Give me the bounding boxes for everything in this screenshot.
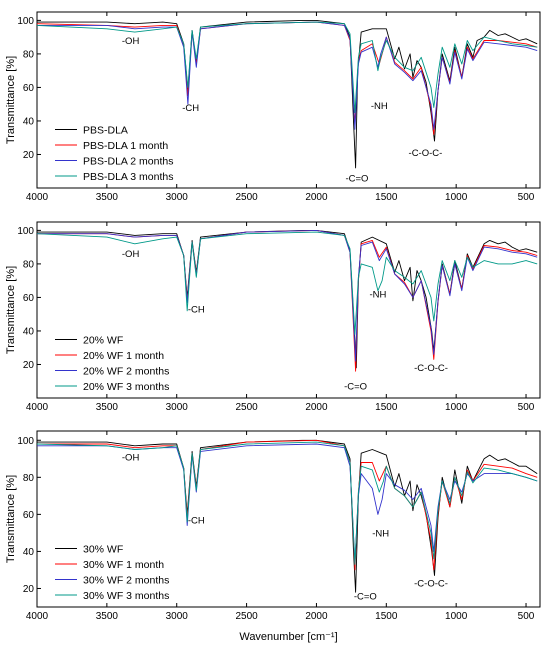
series-line-3 [37,21,538,130]
panel-1: 4000 3500 3000 2500 2000 1500 1000 500 20 40 60 80 1… [5,11,541,203]
x-tick-label: 4000 [26,611,49,622]
x-tick-label: 3500 [96,611,119,622]
plot-frame [36,430,541,608]
legend-label: 30% WF 3 months [83,590,169,602]
peak-annotation: -C-O-C- [409,148,443,159]
legend-label: PBS-DLA 2 months [83,156,173,168]
series-line-1 [37,229,538,369]
y-tick-label: 80 [23,49,35,60]
x-tick-label: 2000 [305,402,328,413]
peak-annotation: -OH [122,36,140,47]
series-line-3 [37,229,538,362]
x-tick-label: 2000 [305,611,328,622]
legend-label: 30% WF [83,544,123,556]
y-axis-title: Transmittance [%] [5,266,17,354]
y-axis-title: Transmittance [%] [5,475,17,563]
x-tick-label: 2500 [235,611,258,622]
legend-label: 30% WF 2 months [83,575,169,587]
x-tick-label: 1000 [445,611,468,622]
peak-annotation: -OH [122,453,140,464]
peak-annotation: -C=O [345,173,368,184]
peak-annotation: -NH [369,289,386,300]
y-tick-label: 80 [23,259,35,270]
y-axis-title: Transmittance [%] [5,56,17,144]
legend-label: 20% WF [83,335,123,347]
y-tick-label: 20 [23,584,35,595]
x-tick-label: 3000 [166,611,189,622]
legend-label: 20% WF 1 month [83,350,164,362]
peak-annotation: -C-O-C- [414,363,448,374]
x-tick-label: 500 [518,611,535,622]
peak-annotation: -C=O [344,382,367,393]
y-tick-label: 40 [23,116,35,127]
peak-annotation: -OH [122,249,140,260]
y-tick-label: 60 [23,83,35,94]
x-tick-label: 3000 [166,192,189,203]
plot-frame [36,11,541,189]
legend-label: 20% WF 3 months [83,381,169,393]
x-tick-label: 500 [518,402,535,413]
x-tick-label: 3000 [166,402,189,413]
x-tick-label: 2500 [235,402,258,413]
y-tick-label: 20 [23,150,35,161]
x-tick-label: 2500 [235,192,258,203]
legend-label: 30% WF 1 month [83,559,164,571]
series-line-4 [36,441,538,565]
y-tick-label: 100 [17,436,34,447]
y-tick-label: 40 [23,326,35,337]
peak-annotation: -NH [372,529,389,540]
y-tick-label: 20 [23,360,35,371]
y-tick-label: 100 [17,16,34,27]
panel-3: 4000 3500 3000 2500 2000 1500 1000 500 20 40 60 80 1… [5,430,541,643]
y-tick-label: 60 [23,510,35,521]
peak-annotation: -C=O [354,592,377,603]
peak-annotation: -CH [188,305,205,316]
x-tick-label: 2000 [305,192,328,203]
x-tick-label: 500 [518,192,535,203]
peak-annotation: -CH [182,103,199,114]
x-tick-label: 4000 [26,192,49,203]
y-tick-label: 100 [17,226,34,237]
series-line-4 [36,21,538,114]
x-tick-label: 3500 [96,192,119,203]
x-tick-label: 1000 [445,402,468,413]
legend-label: PBS-DLA 1 month [83,140,168,152]
peak-annotation: -C-O-C- [414,579,448,590]
x-axis-title: Wavenumber [cm⁻¹] [239,631,337,643]
legend-label: PBS-DLA [83,125,128,137]
y-tick-label: 80 [23,473,35,484]
plot-frame [36,221,541,399]
legend-label: PBS-DLA 3 months [83,171,173,183]
x-tick-label: 4000 [26,402,49,413]
x-tick-label: 3500 [96,402,119,413]
legend-label: 20% WF 2 months [83,366,169,378]
x-tick-label: 1000 [445,192,468,203]
panel-2: 4000 3500 3000 2500 2000 1500 1000 500 20 40 60 80 1… [5,221,541,413]
series-line-4 [36,231,538,335]
peak-annotation: -NH [371,101,388,112]
x-tick-label: 1500 [375,192,398,203]
x-tick-label: 1500 [375,611,398,622]
y-tick-label: 60 [23,293,35,304]
peak-annotation: -CH [188,516,205,527]
x-tick-label: 1500 [375,402,398,413]
y-tick-label: 40 [23,547,35,558]
